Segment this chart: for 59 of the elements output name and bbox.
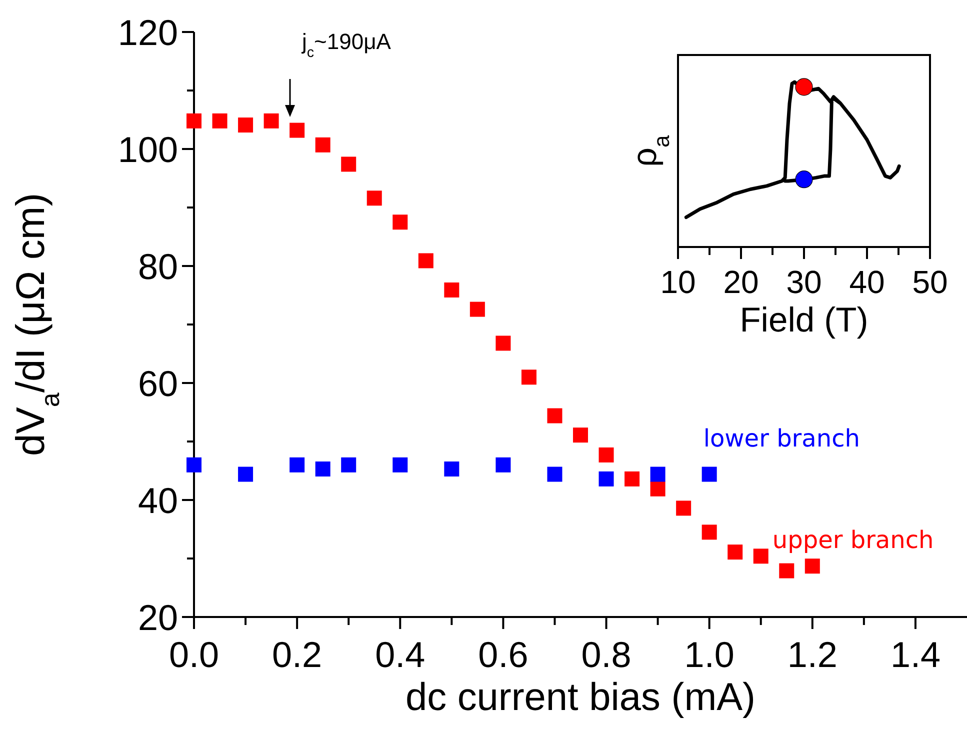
point	[702, 524, 717, 540]
point	[186, 113, 202, 128]
annotation: j$_{c}$~190μA	[301, 29, 392, 61]
point	[186, 457, 202, 472]
point	[212, 113, 228, 128]
series-label: upper branch	[772, 526, 934, 554]
y-tick-label: 60	[138, 362, 178, 404]
point	[779, 563, 794, 578]
x-tick-label: 0.6	[478, 634, 528, 675]
point	[238, 466, 254, 482]
x-axis-title: Field (T)	[740, 301, 868, 340]
y-tick-label: 120	[118, 12, 178, 53]
x-tick-label: 20	[723, 264, 759, 300]
point	[702, 466, 717, 482]
point	[444, 282, 460, 298]
point	[496, 457, 511, 472]
point	[341, 156, 356, 172]
x-tick-label: 0.2	[272, 634, 322, 675]
point	[728, 544, 743, 560]
point	[264, 113, 279, 128]
point	[290, 457, 305, 472]
point	[470, 302, 485, 317]
x-tick-label: 1.0	[684, 634, 734, 675]
point	[547, 408, 562, 424]
x-tick-label: 0.4	[375, 634, 426, 675]
x-tick-label: 0.8	[581, 634, 632, 675]
point	[804, 558, 820, 574]
point	[650, 481, 666, 496]
point	[392, 457, 408, 472]
point	[392, 214, 408, 230]
point	[290, 122, 305, 138]
point	[598, 471, 614, 486]
x-tick-label: 10	[660, 264, 696, 300]
point	[624, 471, 640, 486]
x-tick-label: 40	[849, 264, 885, 300]
point	[521, 370, 536, 385]
point	[238, 118, 254, 133]
x-tick-label: 50	[912, 264, 948, 300]
point	[315, 461, 330, 476]
x-tick-label: 30	[786, 264, 822, 300]
x-tick-label: 1.2	[787, 634, 838, 675]
point	[598, 447, 614, 462]
y-tick-label: 40	[138, 480, 178, 521]
point	[366, 190, 382, 206]
series-label: lower branch	[703, 424, 860, 452]
point	[753, 548, 768, 564]
point	[341, 457, 356, 472]
y-tick-label: 100	[118, 128, 178, 170]
point	[650, 466, 666, 482]
x-axis-title: dc current bias (mA)	[406, 676, 756, 720]
point	[496, 336, 511, 351]
point	[676, 500, 692, 516]
point	[418, 253, 434, 268]
point	[573, 428, 588, 443]
point	[315, 137, 330, 152]
x-tick-label: 1.4	[890, 634, 940, 675]
y-tick-label: 80	[138, 246, 178, 287]
point	[444, 461, 460, 476]
point	[547, 466, 562, 482]
